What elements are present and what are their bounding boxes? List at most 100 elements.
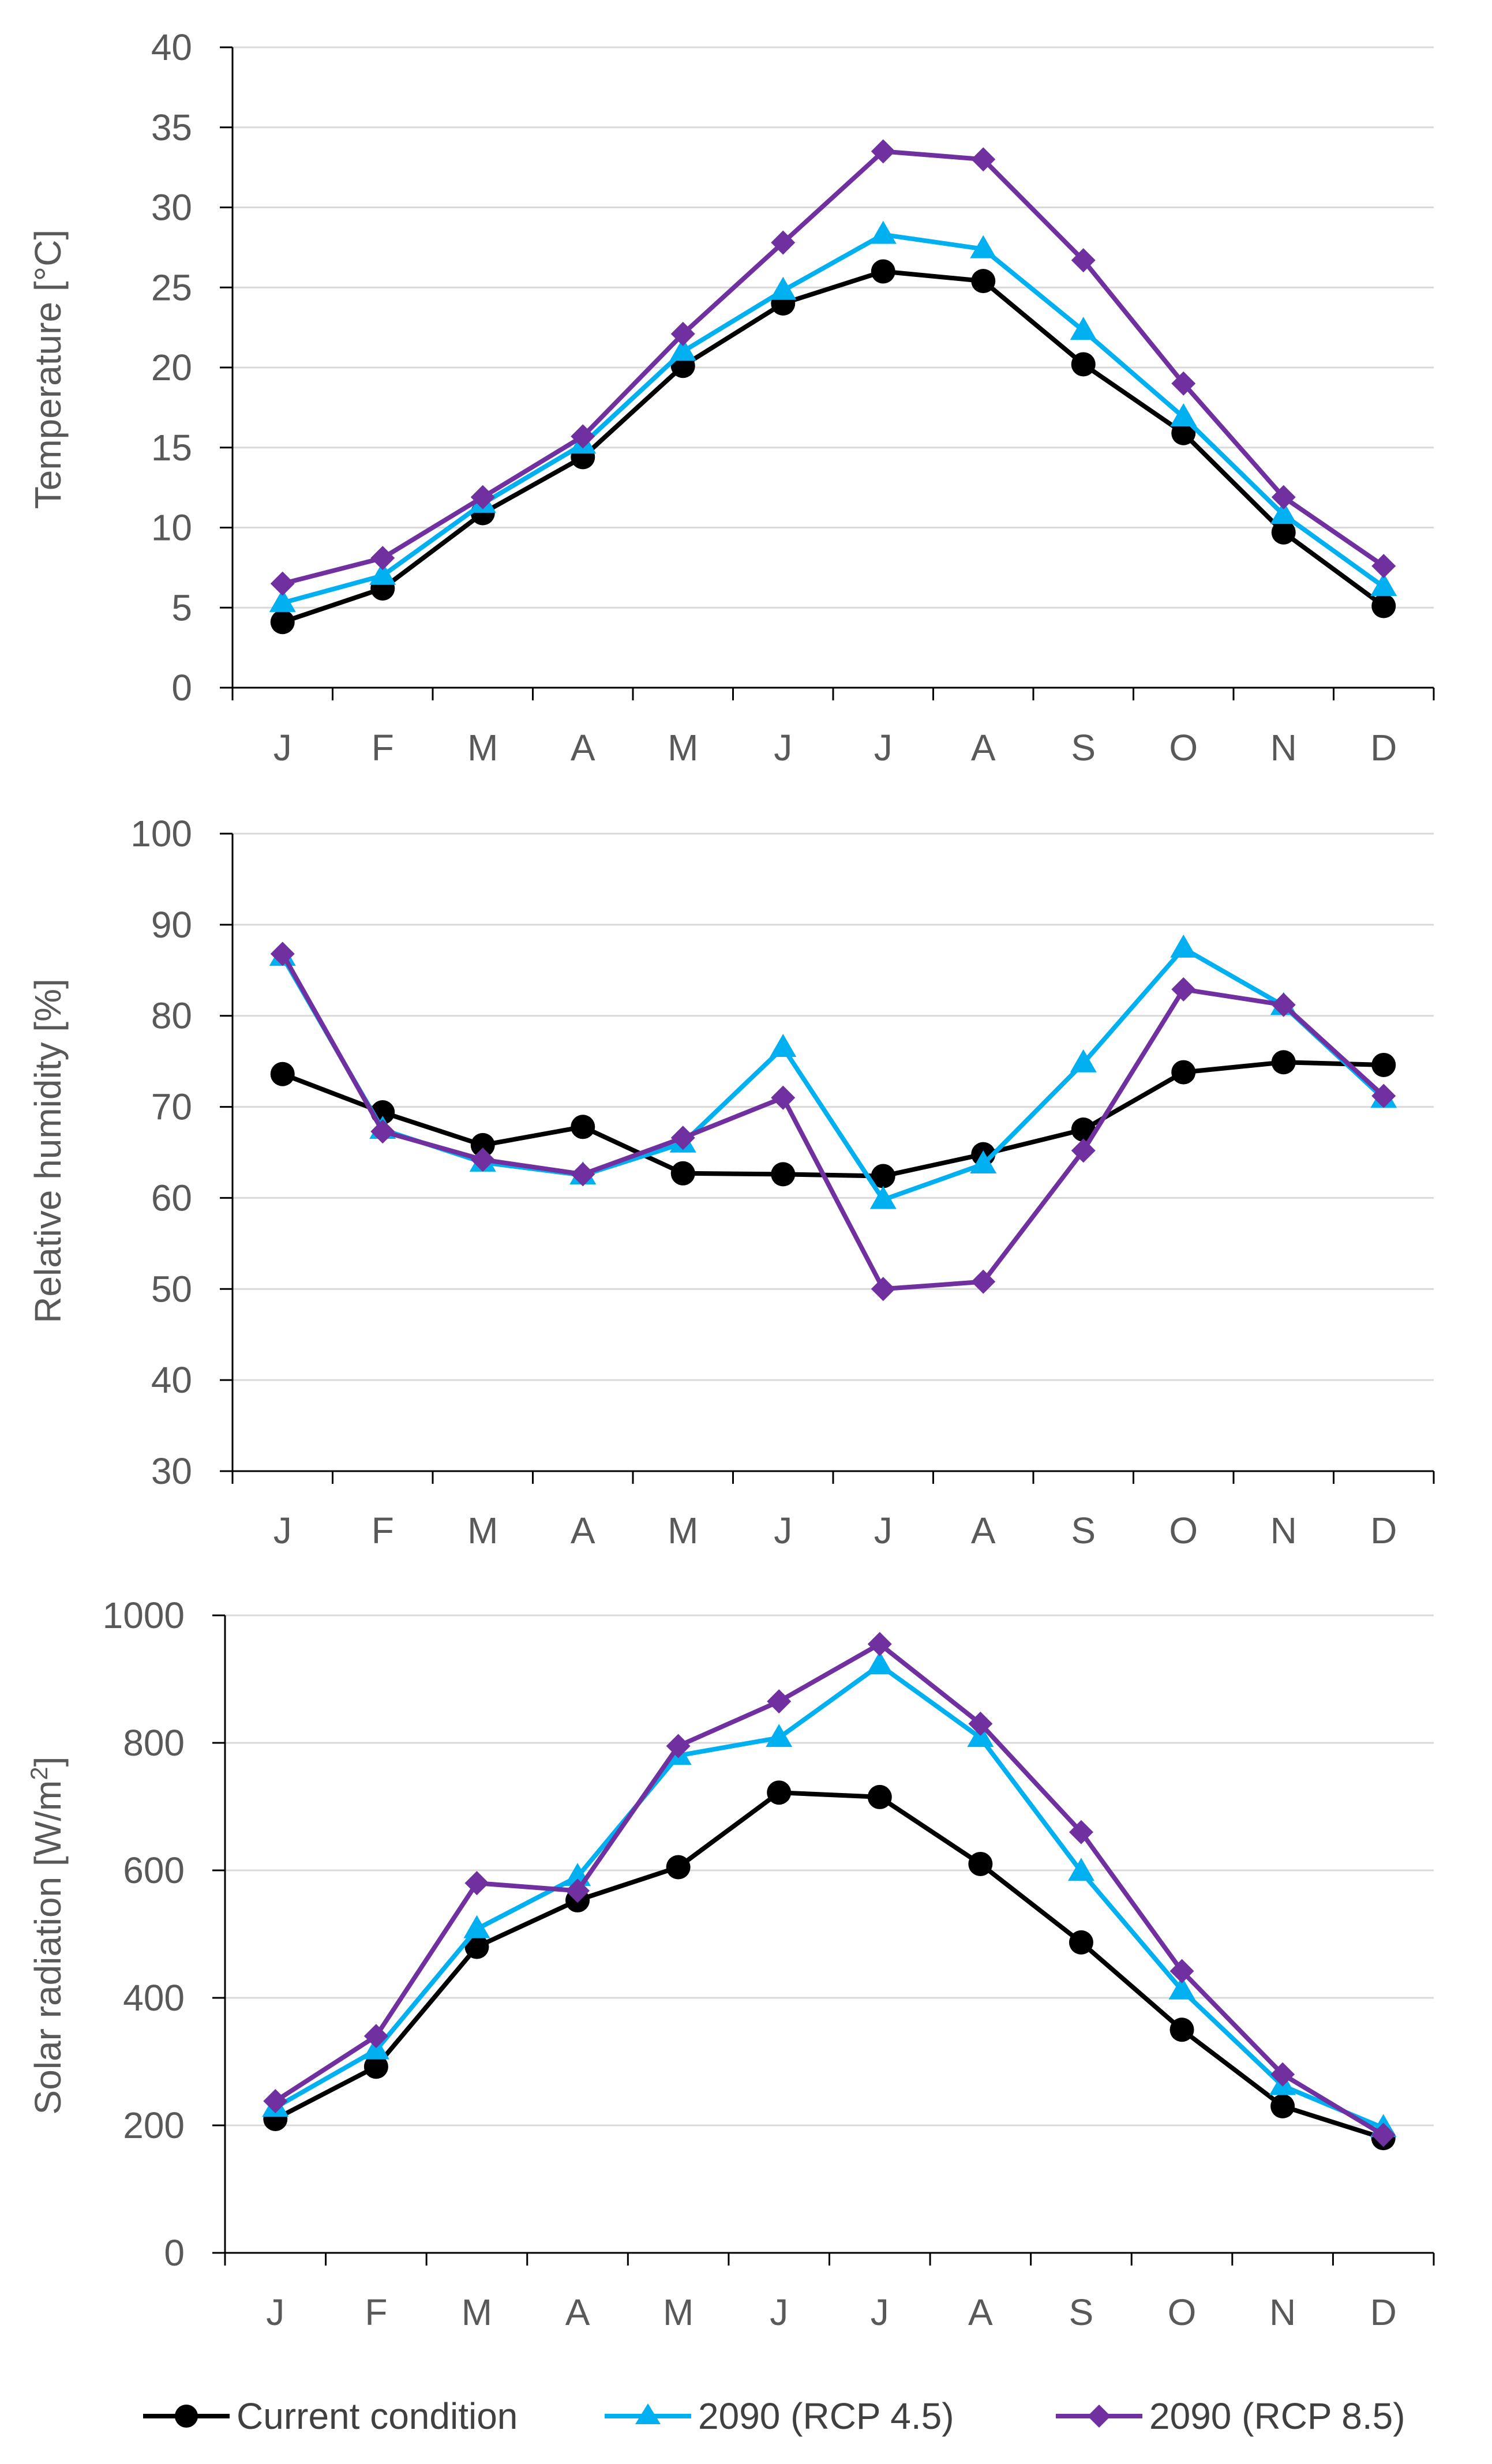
data-point-rcp45 xyxy=(669,337,696,361)
series-line-rcp85 xyxy=(280,952,1385,1292)
y-tick-label: 10 xyxy=(151,507,192,549)
data-point-rcp85 xyxy=(270,942,295,966)
series-line-current xyxy=(274,1790,1384,2140)
data-point-rcp45 xyxy=(1270,501,1297,524)
y-axis-title-close: ] xyxy=(27,1757,69,1767)
data-point-rcp85 xyxy=(470,1147,495,1172)
data-point-rcp85 xyxy=(1371,1083,1396,1108)
x-tick-label: A xyxy=(968,2292,993,2333)
data-point-current xyxy=(270,610,295,635)
data-point-current xyxy=(871,259,895,284)
y-tick-label: 400 xyxy=(123,1977,185,2019)
x-tick-label: J xyxy=(273,1510,292,1551)
data-point-rcp85 xyxy=(771,1085,796,1110)
legend-item-rcp45: 2090 (RCP 4.5) xyxy=(605,2395,954,2437)
data-point-rcp85 xyxy=(363,2024,388,2049)
data-point-current xyxy=(1271,1050,1296,1075)
data-point-current xyxy=(1071,352,1096,377)
x-tick-label: A xyxy=(571,727,595,768)
y-tick-label: 0 xyxy=(171,667,192,708)
data-point-rcp45 xyxy=(1168,1976,1195,2000)
series-line-rcp45 xyxy=(282,232,1385,605)
y-tick-label: 40 xyxy=(151,27,192,68)
data-point-rcp85 xyxy=(571,1162,595,1187)
x-tick-label: J xyxy=(774,727,792,768)
data-point-rcp45 xyxy=(1170,403,1197,427)
data-point-rcp85 xyxy=(1271,485,1296,509)
y-tick-label: 50 xyxy=(151,1268,192,1310)
x-tick-label: N xyxy=(1270,1510,1297,1551)
x-tick-label: M xyxy=(663,2292,693,2333)
data-point-rcp85 xyxy=(971,1269,996,1294)
data-point-current xyxy=(767,1780,792,1805)
legend-item-current: Current condition xyxy=(143,2395,518,2437)
y-tick-label: 800 xyxy=(123,1722,185,1764)
legend-marker-current xyxy=(175,2405,198,2428)
y-tick-label: 90 xyxy=(151,904,192,946)
data-point-rcp85 xyxy=(1169,1959,1194,1983)
data-point-current xyxy=(666,1855,691,1880)
y-tick-label: 35 xyxy=(151,107,192,148)
x-tick-label: D xyxy=(1370,1510,1397,1551)
data-point-rcp85 xyxy=(565,1878,590,1903)
x-tick-label: D xyxy=(1370,2292,1397,2333)
y-tick-label: 30 xyxy=(151,1450,192,1492)
x-tick-label: S xyxy=(1071,727,1096,768)
data-point-current xyxy=(571,1115,595,1139)
x-tick-label: J xyxy=(874,727,893,768)
x-tick-label: J xyxy=(770,2292,788,2333)
data-point-rcp45 xyxy=(970,1150,997,1174)
data-point-rcp85 xyxy=(1171,371,1196,396)
x-tick-label: S xyxy=(1071,1510,1096,1551)
data-point-rcp45 xyxy=(766,1724,793,1747)
data-point-current xyxy=(1071,1117,1096,1142)
x-tick-label: F xyxy=(372,727,394,768)
data-point-rcp45 xyxy=(970,235,997,258)
y-tick-label: 600 xyxy=(123,1850,185,1891)
y-tick-label: 40 xyxy=(151,1359,192,1401)
data-point-current xyxy=(867,1784,892,1809)
series-line-rcp45 xyxy=(280,946,1385,1202)
data-point-current xyxy=(470,1132,495,1157)
data-point-rcp85 xyxy=(1071,1138,1096,1163)
data-point-rcp45 xyxy=(369,561,396,585)
legend-marker-rcp85 xyxy=(1088,2405,1111,2428)
data-point-rcp45 xyxy=(1070,1049,1097,1072)
series-line-rcp85 xyxy=(274,1641,1385,2137)
data-point-rcp85 xyxy=(370,546,395,571)
x-tick-label: A xyxy=(971,727,996,768)
data-point-current xyxy=(464,1934,489,1959)
data-point-rcp85 xyxy=(370,1119,395,1144)
data-point-rcp85 xyxy=(571,424,595,449)
data-point-rcp45 xyxy=(1067,1858,1094,1881)
x-tick-label: S xyxy=(1069,2292,1094,2333)
data-point-current xyxy=(670,1161,695,1186)
series-line-rcp85 xyxy=(282,149,1385,586)
x-tick-label: J xyxy=(266,2292,284,2333)
x-tick-label: A xyxy=(971,1510,996,1551)
y-tick-label: 15 xyxy=(151,427,192,468)
data-point-rcp45 xyxy=(866,1651,893,1675)
legend: Current condition 2090 (RCP 4.5) 2090 (R… xyxy=(143,2395,1405,2437)
data-point-rcp45 xyxy=(1370,573,1397,597)
y-axis-title: Temperature [°C] xyxy=(27,230,69,509)
temperature-chart: 0 5 10 15 20 25 30 35 40 J F M A M J J A S O N D Temperature … xyxy=(27,27,1435,768)
data-point-rcp45 xyxy=(869,220,897,244)
data-point-rcp85 xyxy=(666,1734,691,1758)
y-tick-label: 70 xyxy=(151,1086,192,1128)
series-line-current xyxy=(282,1060,1384,1179)
data-point-rcp85 xyxy=(263,2089,288,2114)
data-point-rcp45 xyxy=(269,588,296,612)
data-point-rcp45 xyxy=(770,1033,797,1057)
data-point-current xyxy=(1169,2017,1194,2042)
data-point-current xyxy=(871,1164,895,1188)
y-tick-label: 80 xyxy=(151,995,192,1037)
x-tick-label: O xyxy=(1169,727,1198,768)
y-axis-title-superscript: 2 xyxy=(25,1767,53,1780)
y-tick-label: 0 xyxy=(164,2232,185,2274)
x-tick-label: J xyxy=(774,1510,792,1551)
data-point-current xyxy=(771,1162,796,1187)
data-point-current xyxy=(1171,421,1196,445)
data-point-rcp85 xyxy=(670,321,695,346)
x-tick-label: N xyxy=(1269,2292,1296,2333)
